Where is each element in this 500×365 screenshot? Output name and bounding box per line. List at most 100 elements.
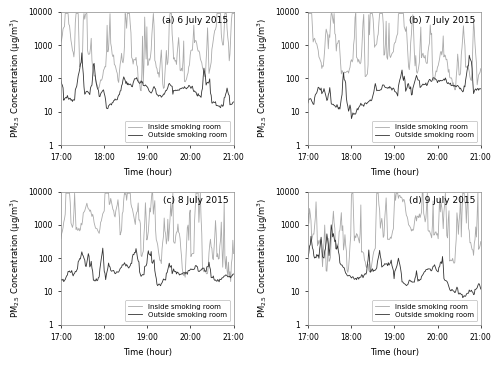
- Outside smoking room: [117, 266, 123, 271]
- Outside smoking room: [174, 88, 180, 93]
- Inside smoking room: [345, 270, 351, 274]
- Outside smoking room: [316, 247, 322, 251]
- Outside smoking room: [158, 284, 164, 288]
- Y-axis label: PM$_{2.5}$ Concentration (μg/m$^3$): PM$_{2.5}$ Concentration (μg/m$^3$): [256, 19, 270, 138]
- Outside smoking room: [70, 99, 75, 104]
- Outside smoking room: [316, 87, 322, 91]
- Outside smoking room: [312, 255, 318, 259]
- Inside smoking room: [230, 11, 236, 16]
- Inside smoking room: [332, 246, 338, 251]
- Inside smoking room: [305, 211, 311, 216]
- Outside smoking room: [305, 101, 311, 105]
- Outside smoking room: [332, 105, 338, 109]
- Outside smoking room: [466, 53, 472, 57]
- Outside smoking room: [79, 51, 85, 55]
- Inside smoking room: [316, 56, 322, 61]
- Inside smoking room: [312, 39, 318, 43]
- Inside smoking room: [70, 222, 76, 227]
- Line: Inside smoking room: Inside smoking room: [61, 193, 234, 281]
- Outside smoking room: [230, 100, 236, 104]
- Inside smoking room: [312, 216, 318, 220]
- Y-axis label: PM$_{2.5}$ Concentration (μg/m$^3$): PM$_{2.5}$ Concentration (μg/m$^3$): [256, 198, 270, 318]
- Inside smoking room: [228, 279, 234, 284]
- Outside smoking room: [460, 296, 466, 300]
- Outside smoking room: [348, 116, 354, 121]
- Line: Inside smoking room: Inside smoking room: [61, 14, 234, 91]
- Text: (d) 9 July 2015: (d) 9 July 2015: [409, 196, 476, 204]
- Outside smoking room: [230, 272, 236, 276]
- Line: Inside smoking room: Inside smoking room: [308, 14, 481, 90]
- Inside smoking room: [58, 40, 64, 45]
- Outside smoking room: [70, 272, 75, 276]
- Inside smoking room: [173, 234, 179, 238]
- Outside smoking room: [364, 262, 370, 266]
- Outside smoking room: [220, 104, 226, 109]
- Inside smoking room: [70, 50, 76, 54]
- Text: (b) 7 July 2015: (b) 7 July 2015: [409, 16, 476, 25]
- Inside smoking room: [420, 53, 426, 57]
- Outside smoking room: [118, 89, 124, 93]
- Outside smoking room: [174, 272, 180, 276]
- Outside smoking room: [58, 278, 64, 283]
- Inside smoking room: [467, 241, 473, 245]
- Outside smoking room: [364, 101, 370, 105]
- X-axis label: Time (hour): Time (hour): [122, 168, 172, 177]
- Inside smoking room: [66, 22, 72, 26]
- X-axis label: Time (hour): Time (hour): [370, 348, 419, 357]
- Legend: Inside smoking room, Outside smoking room: Inside smoking room, Outside smoking roo…: [124, 120, 230, 142]
- Legend: Inside smoking room, Outside smoking room: Inside smoking room, Outside smoking roo…: [372, 120, 478, 142]
- Inside smoking room: [420, 211, 426, 216]
- Outside smoking room: [220, 276, 226, 280]
- X-axis label: Time (hour): Time (hour): [122, 348, 172, 357]
- Inside smoking room: [316, 239, 322, 243]
- Outside smoking room: [478, 287, 484, 291]
- Inside smoking room: [62, 11, 68, 16]
- Text: (c) 8 July 2015: (c) 8 July 2015: [163, 196, 228, 204]
- Outside smoking room: [86, 91, 92, 95]
- Outside smoking room: [478, 87, 484, 91]
- Legend: Inside smoking room, Outside smoking room: Inside smoking room, Outside smoking roo…: [372, 300, 478, 321]
- Line: Outside smoking room: Outside smoking room: [61, 53, 234, 109]
- Line: Outside smoking room: Outside smoking room: [308, 55, 481, 119]
- Inside smoking room: [219, 245, 225, 250]
- Inside smoking room: [63, 191, 69, 195]
- Inside smoking room: [478, 239, 484, 244]
- Y-axis label: PM$_{2.5}$ Concentration (μg/m$^3$): PM$_{2.5}$ Concentration (μg/m$^3$): [8, 198, 22, 318]
- Inside smoking room: [86, 52, 92, 57]
- Inside smoking room: [220, 43, 226, 47]
- Inside smoking room: [117, 62, 123, 67]
- Text: (a) 6 July 2015: (a) 6 July 2015: [162, 16, 228, 25]
- Inside smoking room: [332, 32, 338, 37]
- Outside smoking room: [328, 223, 334, 227]
- Inside smoking room: [66, 191, 72, 195]
- Inside smoking room: [305, 11, 311, 16]
- Line: Outside smoking room: Outside smoking room: [308, 225, 481, 298]
- Outside smoking room: [467, 56, 473, 61]
- Inside smoking room: [117, 233, 123, 237]
- Inside smoking room: [86, 207, 92, 211]
- Outside smoking room: [334, 247, 340, 251]
- Outside smoking room: [65, 269, 71, 274]
- Inside smoking room: [230, 251, 236, 256]
- Outside smoking room: [305, 255, 311, 259]
- Y-axis label: PM$_{2.5}$ Concentration (μg/m$^3$): PM$_{2.5}$ Concentration (μg/m$^3$): [8, 19, 22, 138]
- Outside smoking room: [65, 96, 71, 100]
- Outside smoking room: [86, 251, 91, 256]
- Outside smoking room: [100, 246, 106, 250]
- Outside smoking room: [312, 93, 318, 97]
- Outside smoking room: [420, 272, 426, 277]
- Inside smoking room: [58, 237, 64, 241]
- X-axis label: Time (hour): Time (hour): [370, 168, 419, 177]
- Inside smoking room: [349, 191, 355, 195]
- Line: Outside smoking room: Outside smoking room: [61, 248, 234, 286]
- Inside smoking room: [365, 262, 371, 266]
- Inside smoking room: [174, 62, 180, 67]
- Inside smoking room: [364, 73, 370, 77]
- Outside smoking room: [467, 289, 473, 293]
- Outside smoking room: [58, 76, 64, 81]
- Outside smoking room: [105, 107, 111, 111]
- Line: Inside smoking room: Inside smoking room: [308, 193, 481, 272]
- Inside smoking room: [478, 66, 484, 71]
- Inside smoking room: [452, 88, 458, 92]
- Inside smoking room: [138, 89, 144, 93]
